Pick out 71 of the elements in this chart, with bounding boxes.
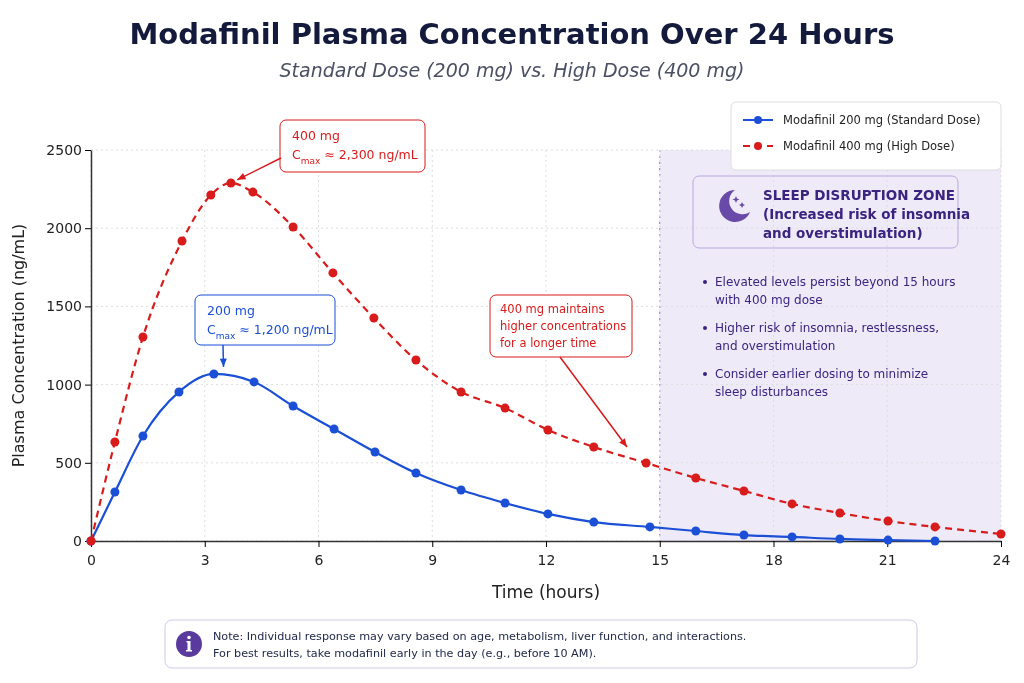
point <box>248 187 258 197</box>
band-label: SLEEP DISRUPTION ZONE (Increased risk of insomnia and overstimulation) <box>763 187 971 241</box>
y-axis-title: Plasma Concentration (ng/mL) <box>9 223 28 468</box>
point <box>691 526 701 536</box>
point <box>209 369 219 379</box>
point <box>138 332 148 342</box>
y-tick-label: 1500 <box>46 298 82 315</box>
annotation: Higher risk of insomnia, restlessness, and overstimulation <box>715 321 940 353</box>
point <box>456 387 466 397</box>
point <box>543 509 553 519</box>
x-tick-label: 9 <box>428 552 438 569</box>
point <box>589 442 599 452</box>
chart-title: Modafinil Plasma Concentration Over 24 Hours <box>129 17 895 51</box>
annotation: Consider earlier dosing to minimize sleep disturbances <box>715 367 929 399</box>
point <box>411 468 421 478</box>
point <box>370 447 380 457</box>
point <box>835 508 845 518</box>
point <box>691 473 701 483</box>
x-tick-label: 6 <box>314 552 324 569</box>
point <box>249 377 259 387</box>
y-tick-label: 2000 <box>46 220 82 237</box>
annotation: Elevated levels persist beyond 15 hours with 400 mg dose <box>715 275 956 307</box>
point <box>641 458 651 468</box>
point <box>456 485 466 495</box>
point <box>174 387 184 397</box>
point <box>739 486 749 496</box>
x-tick-label: 15 <box>651 552 670 569</box>
point <box>138 431 148 441</box>
point <box>411 355 421 365</box>
point <box>110 437 120 447</box>
annotation: 200 mg C$_{max}$ ≈ 1,200 ng/mL <box>207 303 333 341</box>
point <box>835 534 845 544</box>
x-tick-label: 21 <box>878 552 897 569</box>
point <box>739 530 749 540</box>
x-tick-label: 12 <box>537 552 556 569</box>
y-tick-label: 500 <box>55 454 82 471</box>
point <box>996 529 1006 539</box>
point <box>883 535 893 545</box>
point <box>369 313 379 323</box>
point <box>930 522 940 532</box>
y-tick-label: 0 <box>73 532 82 549</box>
x-tick-label: 24 <box>992 552 1011 569</box>
legend-label: Modafinil 400 mg (High Dose) <box>783 139 955 153</box>
x-tick-label: 0 <box>87 552 96 569</box>
point <box>787 532 797 542</box>
x-tick-label: 3 <box>200 552 210 569</box>
annotation: 400 mg maintains higher concentrations for a longer time <box>500 302 627 350</box>
point <box>177 236 187 246</box>
point <box>543 425 553 435</box>
point <box>883 516 893 526</box>
point <box>328 268 338 278</box>
point <box>787 499 797 509</box>
point <box>226 178 236 188</box>
point <box>500 498 510 508</box>
y-tick-label: 1000 <box>46 376 82 393</box>
point <box>206 190 216 200</box>
y-tick-label: 2500 <box>46 141 82 158</box>
x-tick-label: 18 <box>765 552 783 569</box>
legend-label: Modafinil 200 mg (Standard Dose) <box>783 113 981 127</box>
point <box>288 401 298 411</box>
chart-subtitle: Standard Dose (200 mg) vs. High Dose (400 mg) <box>279 59 745 81</box>
point <box>288 222 298 232</box>
point <box>930 536 940 546</box>
point <box>645 522 655 532</box>
annotation: 400 mg C$_{max}$ ≈ 2,300 ng/mL <box>292 128 418 166</box>
x-axis-title: Time (hours) <box>490 582 601 602</box>
point <box>589 517 599 527</box>
point <box>500 403 510 413</box>
text: Note: Individual response may vary based on age, metabolism, liver function, and interactions. For best results, take modafinil early in the day (e.g., before 10 AM). <box>213 630 747 660</box>
point <box>110 487 120 497</box>
point <box>329 424 339 434</box>
